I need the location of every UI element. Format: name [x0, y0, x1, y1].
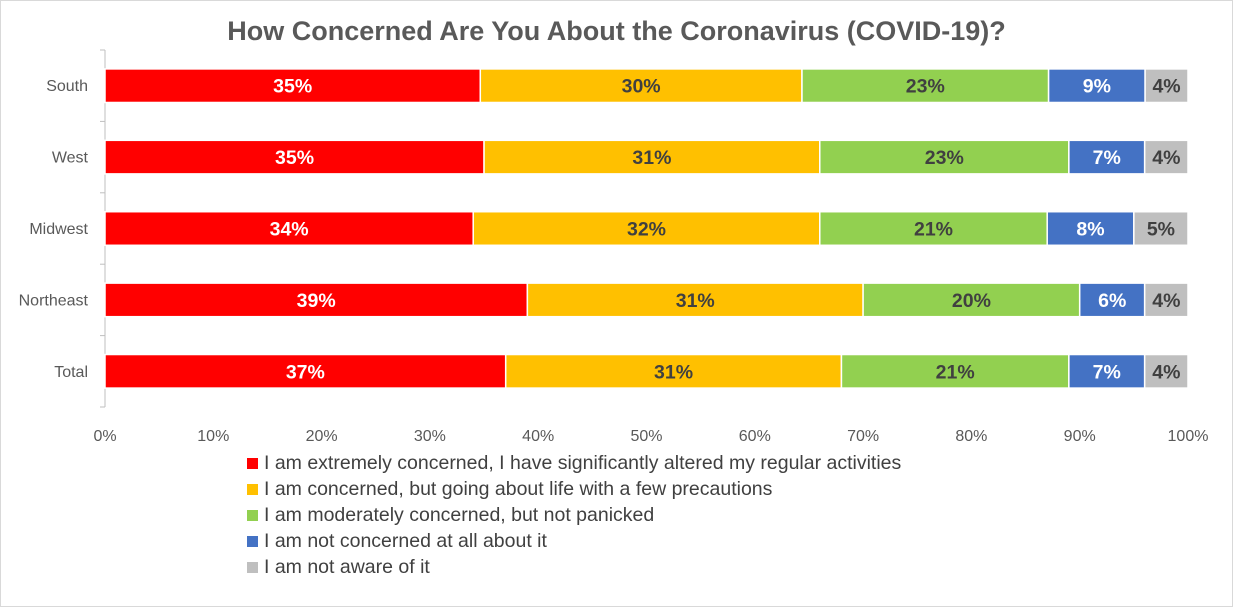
- x-tick-label: 90%: [1064, 428, 1096, 445]
- data-label: 31%: [632, 147, 671, 169]
- data-label: 39%: [297, 290, 336, 312]
- x-tick-label: 0%: [93, 428, 116, 445]
- legend-item: I am not aware of it: [247, 554, 901, 580]
- data-label: 21%: [914, 219, 953, 241]
- x-tick-label: 20%: [306, 428, 338, 445]
- data-label: 7%: [1093, 361, 1121, 383]
- legend-item: I am extremely concerned, I have signifi…: [247, 450, 901, 476]
- bar-segment: [1143, 282, 1189, 318]
- bar-segment: [1133, 210, 1189, 247]
- data-label: 31%: [654, 361, 693, 383]
- data-label: 6%: [1098, 290, 1126, 312]
- x-tick-label: 80%: [955, 428, 987, 445]
- data-label: 23%: [906, 76, 945, 98]
- data-label: 4%: [1152, 290, 1180, 312]
- data-label: 8%: [1076, 219, 1104, 241]
- data-label: 4%: [1152, 361, 1180, 383]
- data-label: 21%: [936, 361, 975, 383]
- legend-label: I am concerned, but going about life wit…: [264, 477, 773, 500]
- category-label: Midwest: [29, 221, 88, 238]
- x-tick-label: 30%: [414, 428, 446, 445]
- bar-segment: [104, 282, 529, 318]
- bar-segment: [862, 282, 1081, 318]
- data-label: 35%: [275, 147, 314, 169]
- bar-segment: [819, 139, 1070, 175]
- x-tick-label: 100%: [1168, 428, 1209, 445]
- data-label: 5%: [1147, 219, 1175, 241]
- legend-label: I am not concerned at all about it: [264, 529, 547, 552]
- legend-item: I am moderately concerned, but not panic…: [247, 502, 901, 528]
- bar-segment: [104, 210, 474, 247]
- data-label: 32%: [627, 219, 666, 241]
- bar-segment: [479, 68, 803, 104]
- legend-label: I am not aware of it: [264, 555, 430, 578]
- legend-swatch: [247, 483, 258, 495]
- data-label: 34%: [270, 219, 309, 241]
- data-label: 31%: [676, 290, 715, 312]
- x-tick-label: 70%: [847, 428, 879, 445]
- x-tick-label: 10%: [197, 428, 229, 445]
- bar-segment: [1078, 282, 1146, 318]
- bar-segment: [1143, 139, 1189, 175]
- legend-swatch: [247, 535, 258, 547]
- bar-segment: [1047, 68, 1146, 104]
- bar-segment: [104, 68, 482, 104]
- category-label: South: [46, 78, 88, 95]
- data-label: 7%: [1093, 147, 1121, 169]
- data-label: 37%: [286, 361, 325, 383]
- legend-swatch: [247, 561, 258, 573]
- legend-item: I am concerned, but going about life wit…: [247, 476, 901, 502]
- x-tick-label: 60%: [739, 428, 771, 445]
- bar-segment: [1068, 353, 1146, 389]
- data-label: 30%: [622, 76, 661, 98]
- bar-segment: [483, 139, 821, 175]
- category-label: West: [52, 150, 89, 167]
- x-tick-label: 40%: [522, 428, 554, 445]
- legend-label: I am extremely concerned, I have signifi…: [264, 451, 902, 474]
- bar-segment: [1068, 139, 1146, 175]
- bar-segment: [1143, 353, 1189, 389]
- legend-label: I am moderately concerned, but not panic…: [264, 503, 655, 526]
- bar-segment: [1046, 210, 1135, 247]
- x-tick-label: 50%: [630, 428, 662, 445]
- category-label: Total: [54, 364, 88, 381]
- data-label: 9%: [1083, 76, 1111, 98]
- legend-swatch: [247, 509, 258, 521]
- data-label: 4%: [1152, 147, 1180, 169]
- data-label: 23%: [925, 147, 964, 169]
- bar-segment: [819, 210, 1048, 247]
- data-label: 20%: [952, 290, 991, 312]
- bar-segment: [1144, 68, 1189, 104]
- legend-swatch: [247, 457, 258, 469]
- bar-segment: [840, 353, 1070, 389]
- data-label: 4%: [1152, 76, 1180, 98]
- legend-item: I am not concerned at all about it: [247, 528, 901, 554]
- bar-segment: [472, 210, 821, 247]
- bar-segment: [801, 68, 1050, 104]
- bar-segment: [104, 139, 485, 175]
- stacked-bar-chart: 0% 10% 20% 30% 40% 50% 60% 70% 80% 90% 100% South 35…: [19, 49, 1209, 445]
- bar-segment: [526, 282, 864, 318]
- chart-legend: I am extremely concerned, I have signifi…: [247, 450, 901, 580]
- category-label: Northeast: [19, 292, 89, 309]
- chart-title: How Concerned Are You About the Coronavi…: [227, 16, 1006, 46]
- data-label: 35%: [273, 76, 312, 98]
